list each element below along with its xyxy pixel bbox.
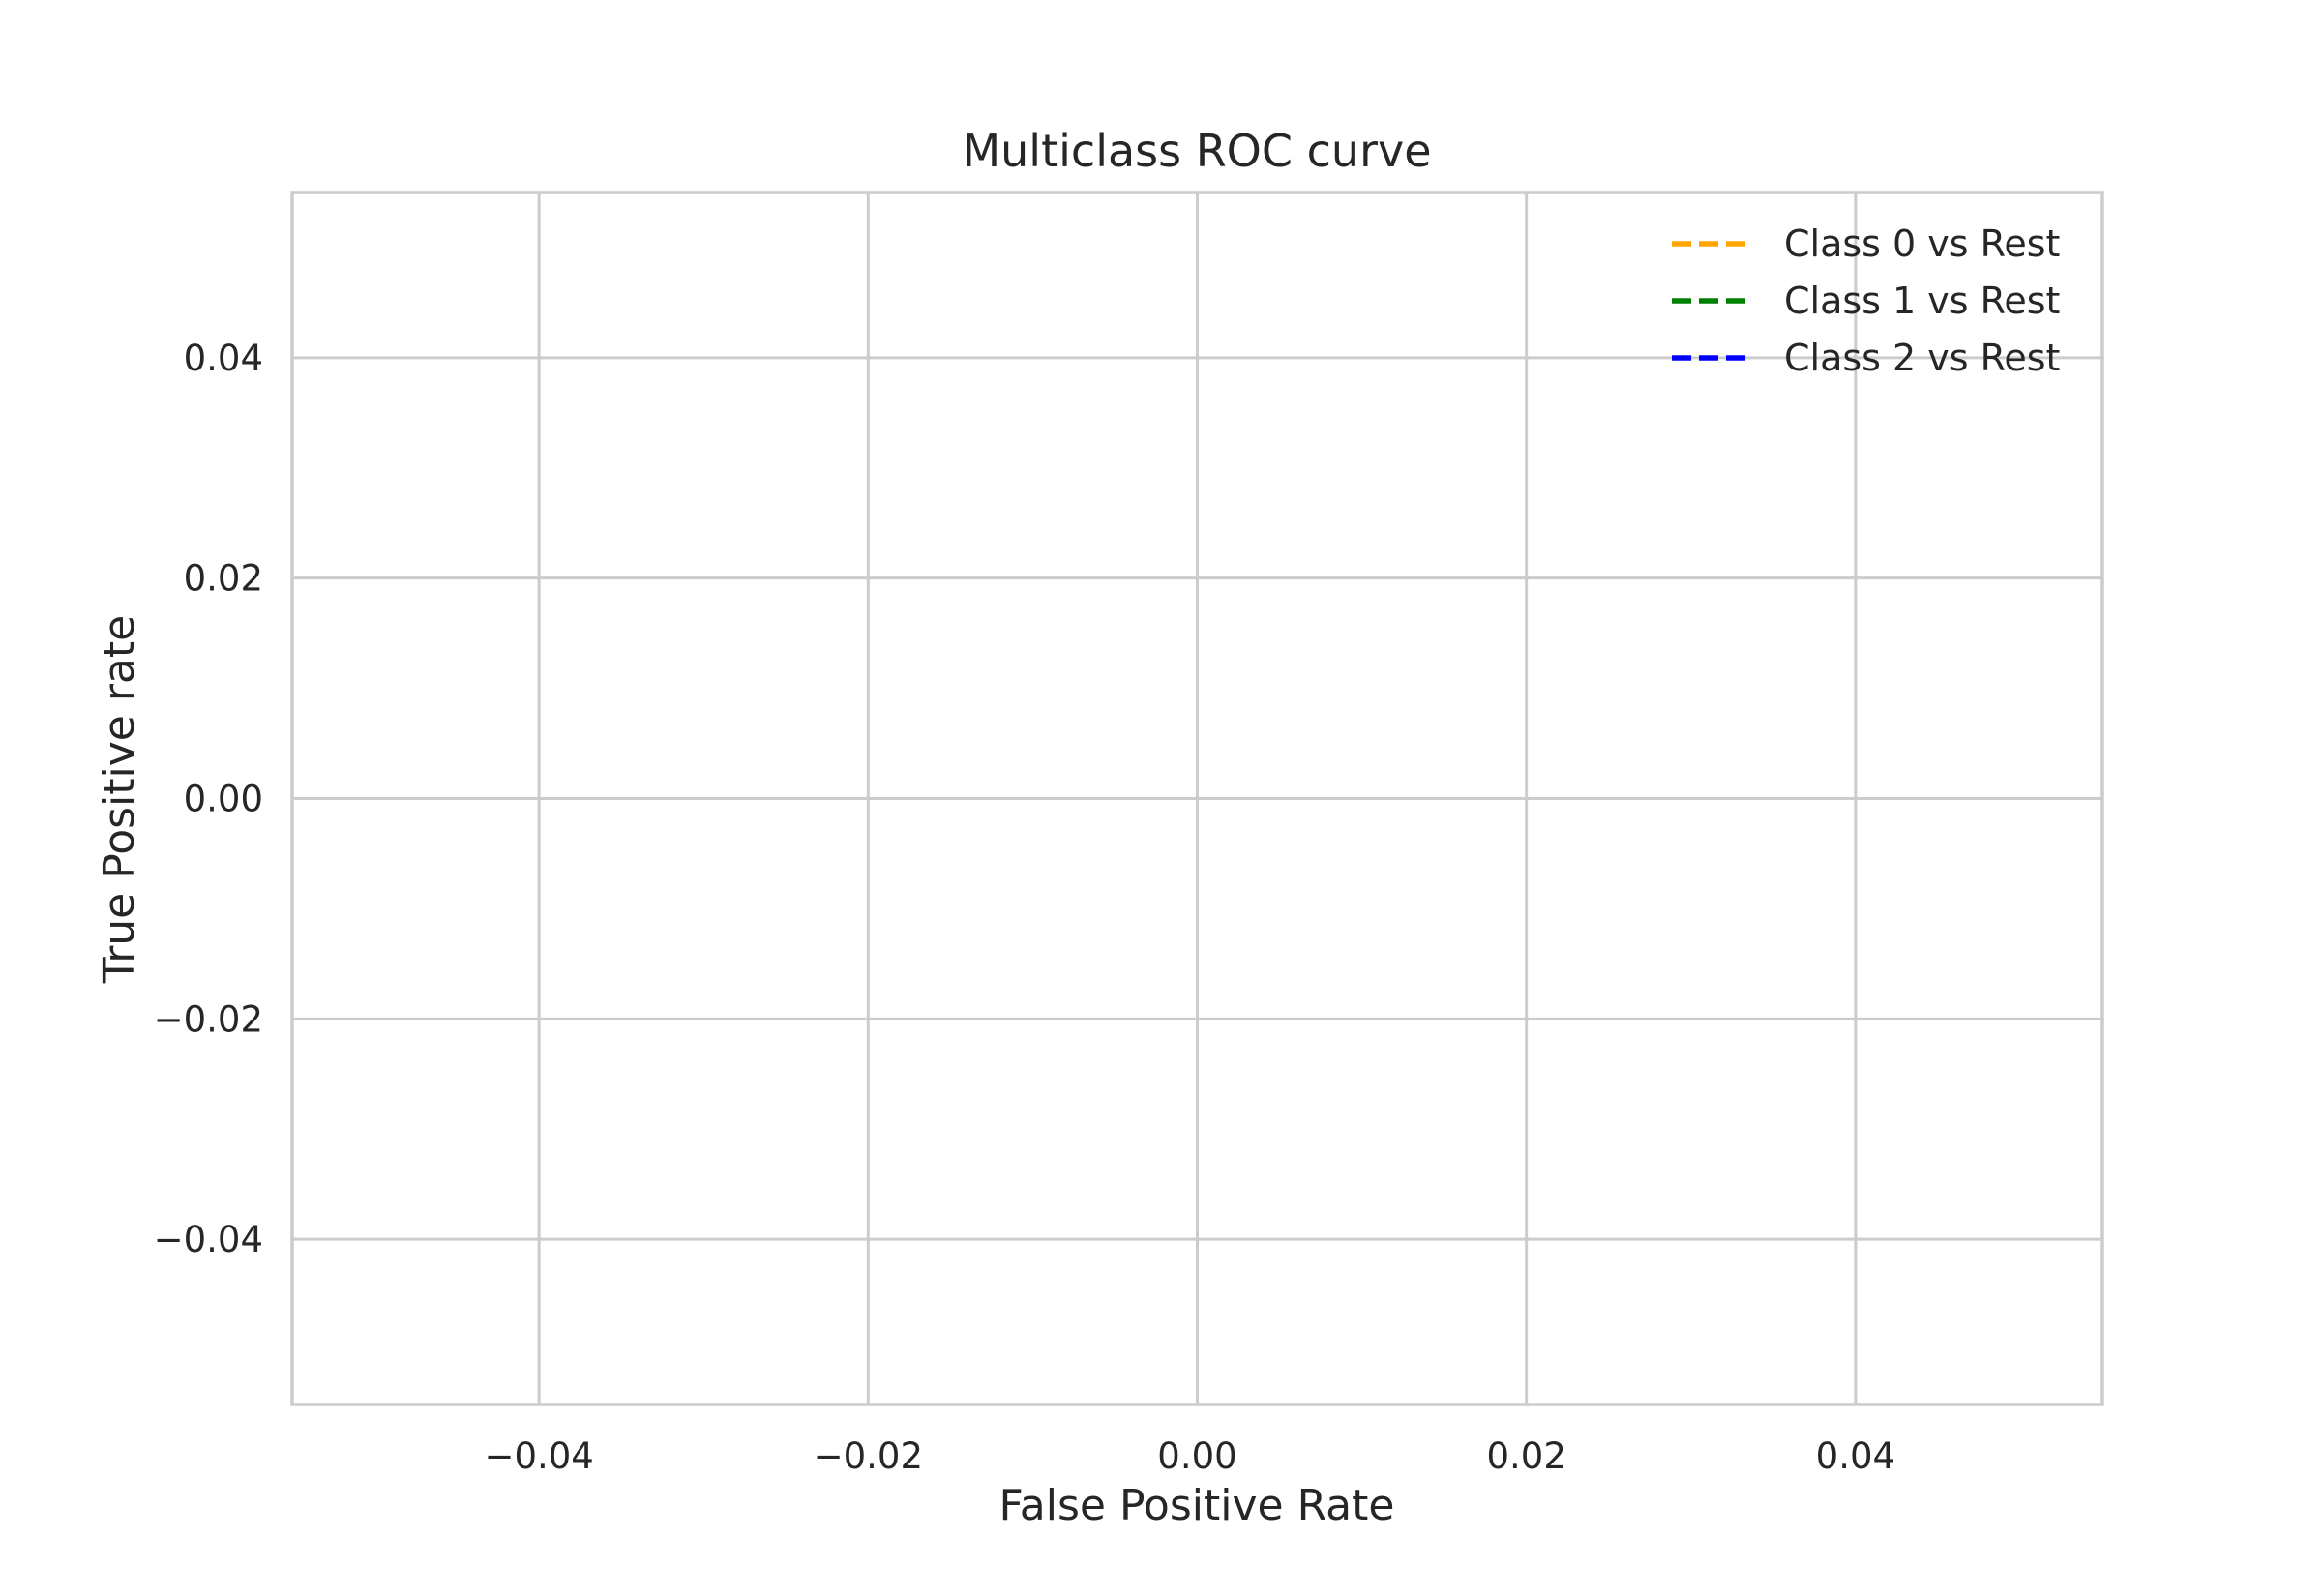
x-tick-label: 0.00	[1157, 1435, 1236, 1477]
x-tick-label: −0.04	[484, 1435, 593, 1477]
y-tick-label: 0.00	[184, 779, 263, 820]
plot-frame	[290, 191, 2104, 1406]
y-tick-label: 0.04	[184, 338, 263, 379]
y-axis-label: True Positive rate	[95, 615, 144, 984]
legend: Class 0 vs Rest Class 1 vs Rest Class 2 vs…	[1672, 222, 2060, 379]
x-tick-label: 0.04	[1816, 1435, 1895, 1477]
x-tick-labels: −0.04 −0.02 0.00 0.02 0.04	[484, 1435, 1895, 1477]
y-tick-label: −0.02	[154, 998, 263, 1040]
x-axis-label: False Positive Rate	[999, 1481, 1395, 1530]
y-tick-labels: −0.04 −0.02 0.00 0.02 0.04	[154, 338, 263, 1260]
legend-label: Class 0 vs Rest	[1784, 222, 2060, 265]
x-tick-label: −0.02	[814, 1435, 923, 1477]
legend-label: Class 2 vs Rest	[1784, 337, 2060, 379]
horizontal-gridlines	[292, 356, 2102, 1241]
legend-label: Class 1 vs Rest	[1784, 280, 2060, 322]
chart-title: Multiclass ROC curve	[962, 125, 1431, 177]
x-tick-label: 0.02	[1486, 1435, 1565, 1477]
y-tick-label: 0.02	[184, 558, 263, 600]
y-tick-label: −0.04	[154, 1219, 263, 1260]
